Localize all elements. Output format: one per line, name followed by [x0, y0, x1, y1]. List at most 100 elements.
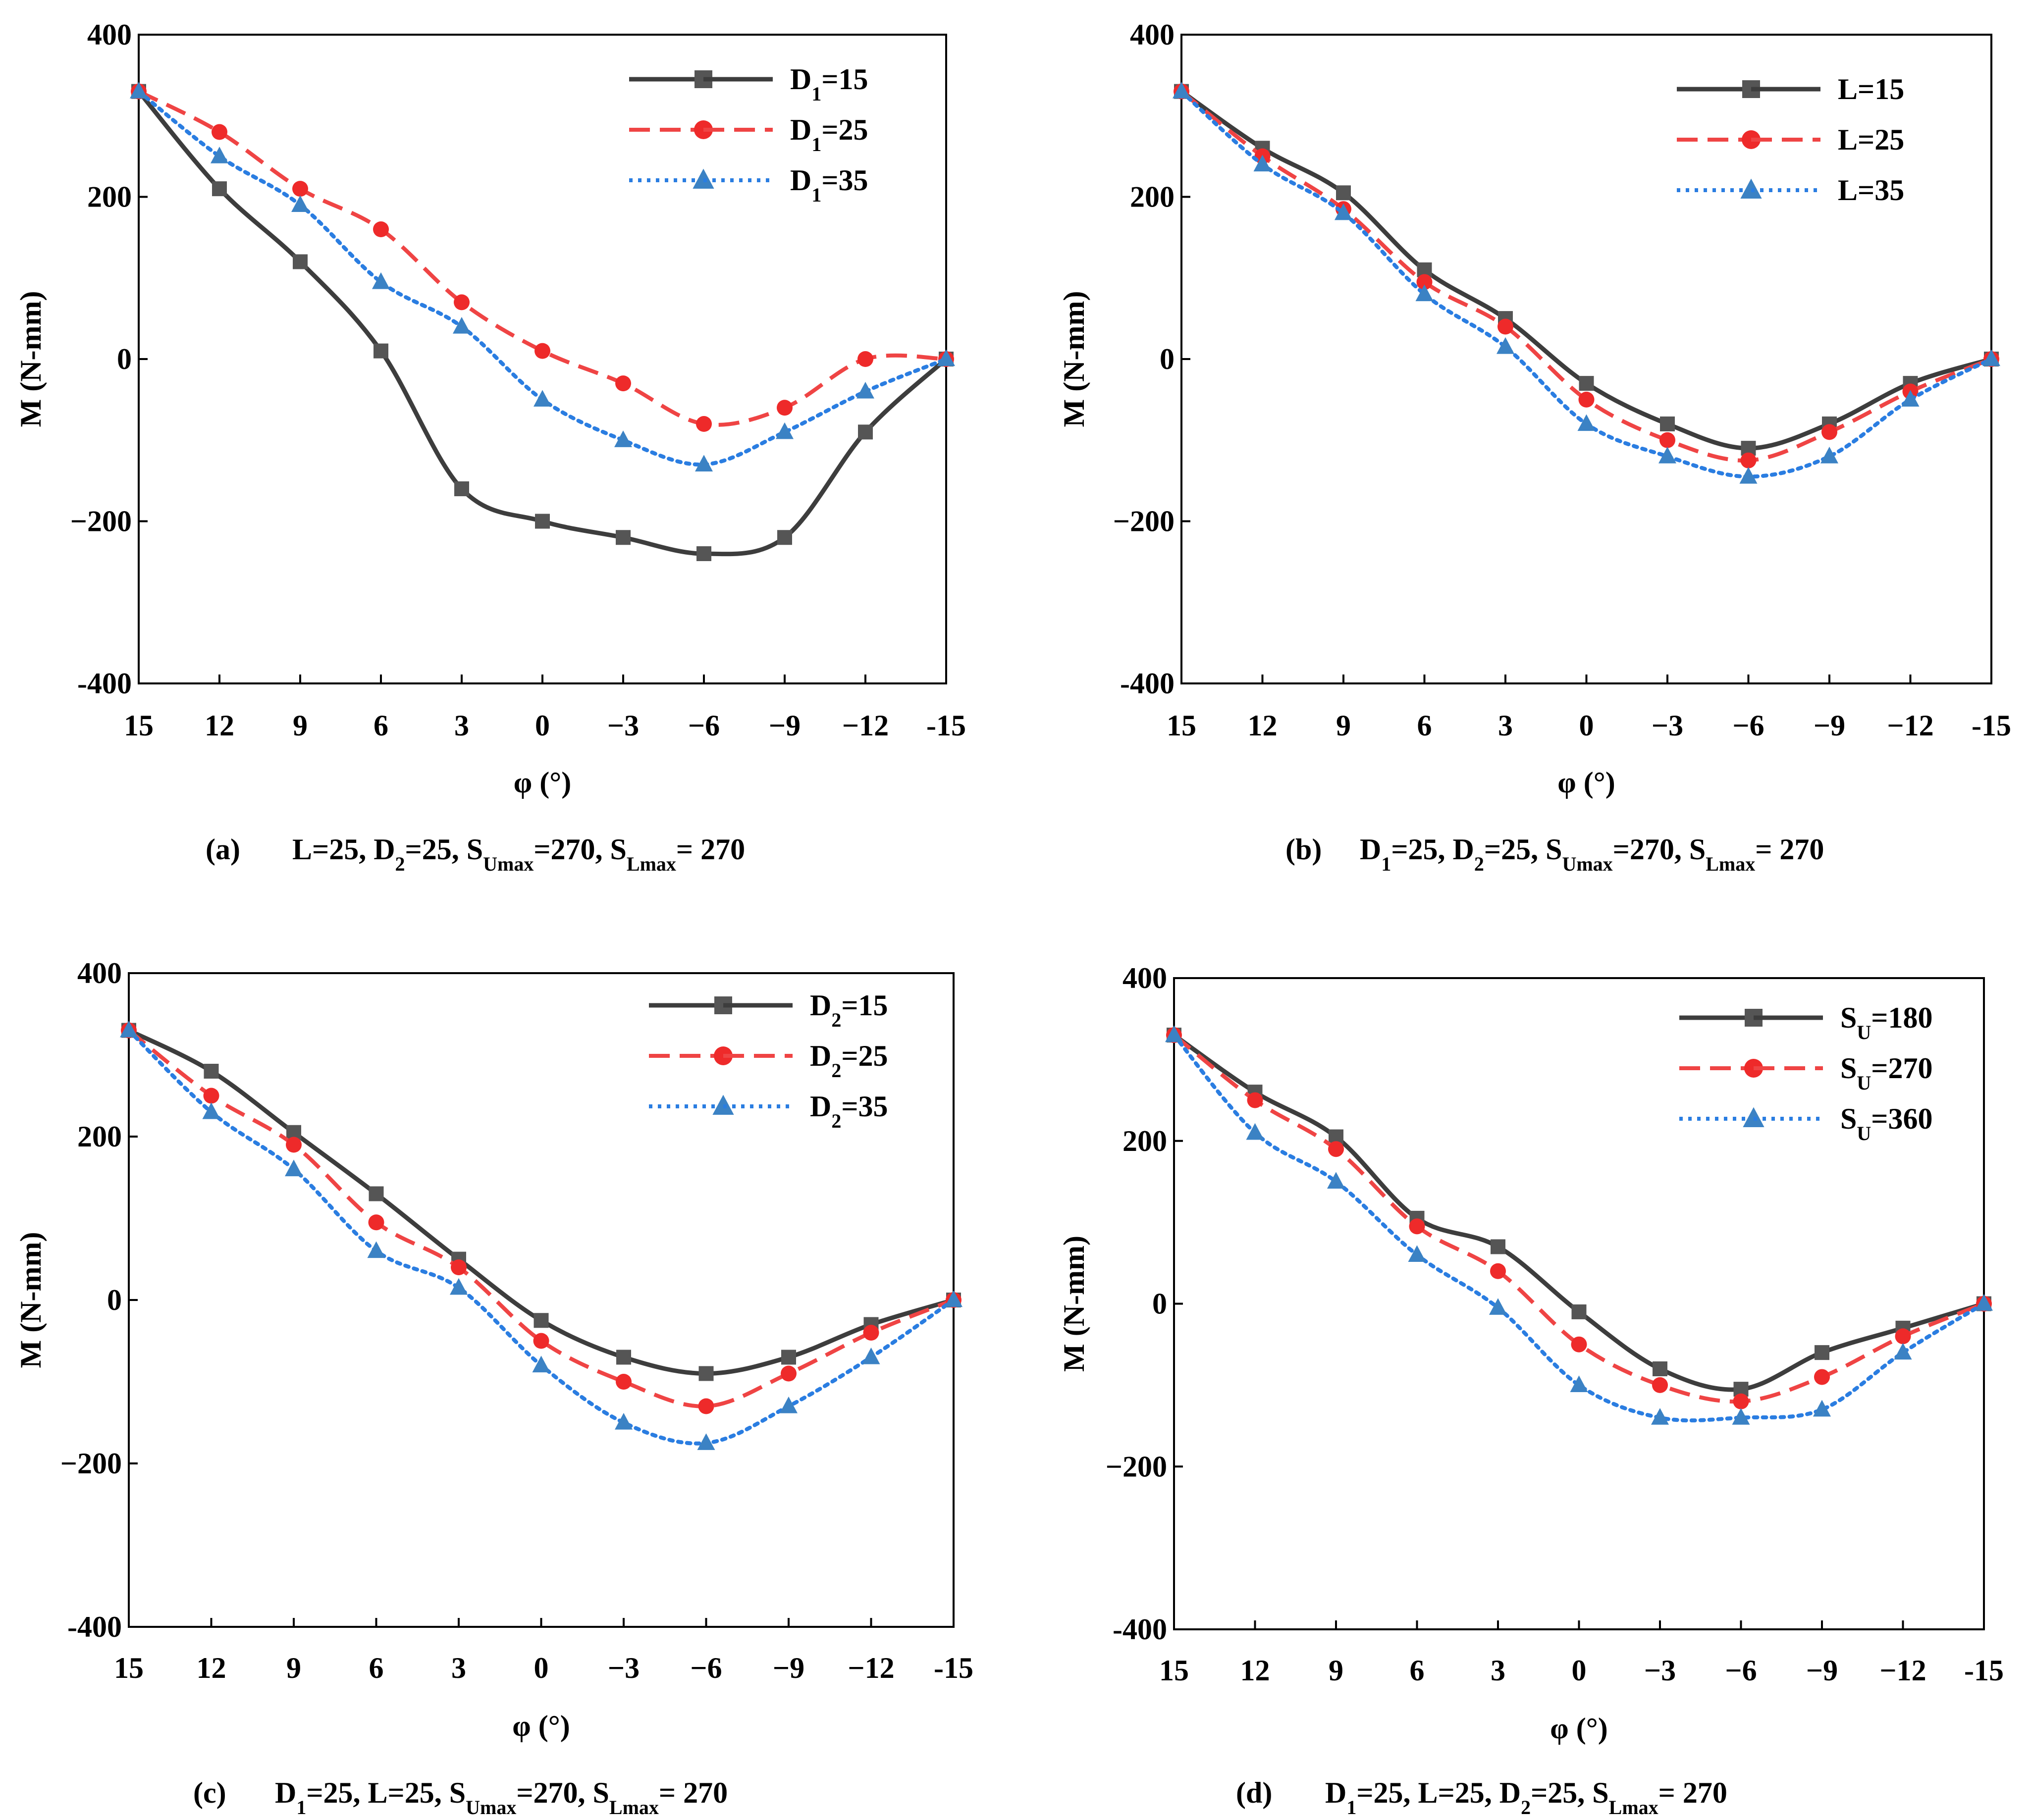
panel-caption-part: 2	[1521, 1796, 1531, 1819]
data-point-triangle	[202, 1102, 220, 1119]
data-point-circle	[1821, 424, 1837, 440]
x-tick-label: −6	[688, 709, 720, 742]
y-tick-label: 0	[1152, 1288, 1167, 1320]
x-tick-label: −9	[1814, 709, 1845, 742]
legend-label-part: S	[1840, 1052, 1857, 1085]
data-point-circle	[863, 1325, 879, 1341]
x-tick-label: 9	[1336, 709, 1351, 742]
x-tick-label: -15	[926, 709, 966, 742]
x-tick-label: 15	[1167, 709, 1196, 742]
panel-label: (a)	[206, 833, 240, 866]
y-tick-label: -400	[77, 667, 132, 700]
panel-caption-part: =270, S	[516, 1776, 609, 1809]
panel-caption-part: D	[1360, 833, 1381, 866]
data-point-circle	[212, 124, 227, 140]
data-point-triangle	[1246, 1123, 1264, 1140]
data-point-triangle	[1651, 1408, 1669, 1425]
data-point-triangle	[1415, 284, 1434, 302]
x-tick-label: −9	[1806, 1654, 1838, 1687]
data-point-square	[616, 530, 631, 545]
panel-caption-part: = 270	[1658, 1776, 1727, 1809]
legend-label-part: D	[810, 989, 831, 1022]
data-point-triangle	[1408, 1245, 1426, 1262]
legend-label-part: =25	[821, 113, 868, 146]
data-point-triangle	[1975, 1294, 1993, 1311]
data-point-circle	[203, 1088, 219, 1104]
x-tick-label: −6	[690, 1652, 722, 1684]
legend-label-part: U	[1857, 1122, 1871, 1144]
panel-caption-part: Lmax	[609, 1796, 659, 1819]
data-point-square	[369, 1186, 384, 1201]
legend-label-part: U	[1857, 1072, 1871, 1094]
panel-caption: L=25, D2=25, SUmax=270, SLmax= 270	[292, 833, 745, 875]
data-point-square	[293, 254, 308, 269]
data-point-circle	[781, 1365, 797, 1382]
legend-label-part: =180	[1871, 1001, 1932, 1034]
data-point-triangle	[862, 1347, 880, 1364]
series-3	[1173, 82, 2000, 484]
data-point-triangle	[856, 381, 874, 399]
panel-caption-part: 1	[1346, 1796, 1356, 1819]
panel-caption: D1=25, L=25, D2=25, SLmax= 270	[1325, 1776, 1727, 1819]
x-tick-label: −9	[773, 1652, 804, 1684]
data-point-triangle	[130, 82, 148, 99]
data-point-triangle	[1820, 446, 1838, 464]
y-axis-label: M (N-mm)	[14, 1232, 47, 1368]
panel-caption-part: =25, D	[1391, 833, 1474, 866]
legend-label-part: =35	[821, 164, 868, 197]
x-tick-label: 12	[197, 1652, 226, 1684]
data-point-triangle	[1894, 1343, 1912, 1360]
legend-label: L=15	[1838, 73, 1904, 105]
data-point-triangle	[1732, 1408, 1750, 1425]
x-tick-label: 0	[534, 1652, 549, 1684]
y-tick-label: -400	[1120, 667, 1175, 700]
legend-label-part: L=15	[1838, 73, 1904, 105]
x-tick-label: 15	[1159, 1654, 1189, 1687]
legend-label-part: 1	[811, 83, 821, 105]
panel-label: (c)	[193, 1776, 226, 1809]
data-point-circle	[615, 375, 631, 392]
data-point-square	[534, 1313, 549, 1328]
legend-label-part: S	[1840, 1102, 1857, 1135]
data-point-square	[696, 546, 711, 561]
data-point-triangle	[1253, 155, 1272, 172]
legend-label-part: D	[790, 63, 811, 96]
y-tick-label: 200	[1122, 1125, 1167, 1157]
data-point-triangle	[1813, 1400, 1831, 1417]
x-tick-label: −3	[607, 709, 639, 742]
x-tick-label: −6	[1732, 709, 1764, 742]
data-point-circle	[696, 416, 712, 432]
data-point-circle	[698, 1398, 714, 1414]
data-point-circle	[1733, 1393, 1749, 1409]
panel-caption-part: =25, S	[405, 833, 483, 866]
legend-label: D1=25	[790, 113, 868, 156]
panel-caption-part: 2	[395, 853, 405, 875]
x-axis-label: φ (°)	[1550, 1712, 1607, 1745]
data-point-circle	[533, 1333, 549, 1349]
y-tick-label: −200	[1106, 1450, 1167, 1483]
panel-caption-part: D	[275, 1776, 296, 1809]
y-tick-label: -400	[1113, 1613, 1167, 1646]
legend-label-part: L=35	[1838, 174, 1904, 207]
x-tick-label: 6	[1410, 1654, 1425, 1687]
data-point-triangle	[780, 1396, 798, 1413]
data-point-circle	[454, 294, 470, 311]
data-point-triangle	[453, 316, 471, 334]
data-point-triangle	[1335, 203, 1352, 220]
y-tick-label: -400	[67, 1611, 122, 1643]
series-line	[1179, 89, 1993, 479]
data-point-square	[212, 181, 227, 197]
series-line	[137, 90, 948, 557]
panel-caption-part: 1	[296, 1796, 306, 1819]
y-tick-label: −200	[1113, 505, 1175, 538]
data-point-square	[1336, 185, 1351, 201]
y-tick-label: 200	[77, 1120, 122, 1153]
data-point-circle	[1497, 318, 1513, 335]
legend-label: D2=15	[810, 989, 888, 1031]
data-point-triangle	[372, 272, 390, 289]
data-point-triangle	[1739, 467, 1758, 484]
y-axis-label: M (N-mm)	[1058, 291, 1090, 427]
legend-label-part: =270	[1871, 1052, 1932, 1085]
x-tick-label: -15	[1964, 1654, 2004, 1687]
